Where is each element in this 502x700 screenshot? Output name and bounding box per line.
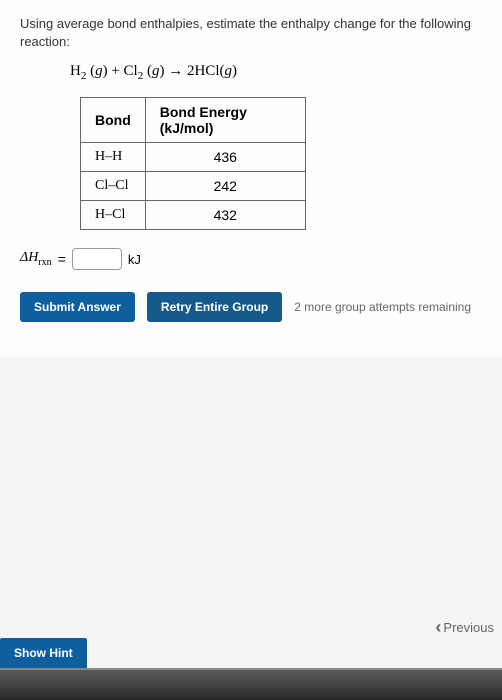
bond-cell: Cl–Cl [81,172,146,201]
table-row: H–H 436 [81,143,306,172]
previous-button[interactable]: ‹ Previous [435,617,494,638]
table-row: H–Cl 432 [81,201,306,230]
table-header-bond: Bond [81,98,146,143]
table-header-energy: Bond Energy (kJ/mol) [145,98,305,143]
answer-row: ΔHrxn = kJ [20,248,482,270]
chevron-left-icon: ‹ [435,617,441,638]
bond-cell: H–H [81,143,146,172]
retry-group-button[interactable]: Retry Entire Group [147,292,282,322]
answer-unit: kJ [128,252,141,267]
question-prompt: Using average bond enthalpies, estimate … [20,15,482,51]
bond-cell: H–Cl [81,201,146,230]
reaction-equation: H2 (g) + Cl2 (g) → 2HCl(g) [70,63,482,82]
delta-h-label: ΔHrxn [20,250,52,268]
show-hint-button[interactable]: Show Hint [0,638,87,668]
energy-cell: 242 [145,172,305,201]
energy-cell: 432 [145,201,305,230]
energy-cell: 436 [145,143,305,172]
equals-sign: = [58,251,66,267]
attempts-remaining: 2 more group attempts remaining [294,300,471,314]
previous-label: Previous [443,620,494,635]
table-row: Cl–Cl 242 [81,172,306,201]
submit-answer-button[interactable]: Submit Answer [20,292,135,322]
bond-energy-table: Bond Bond Energy (kJ/mol) H–H 436 Cl–Cl … [80,97,306,230]
answer-input[interactable] [72,248,122,270]
bottom-bar [0,670,502,700]
